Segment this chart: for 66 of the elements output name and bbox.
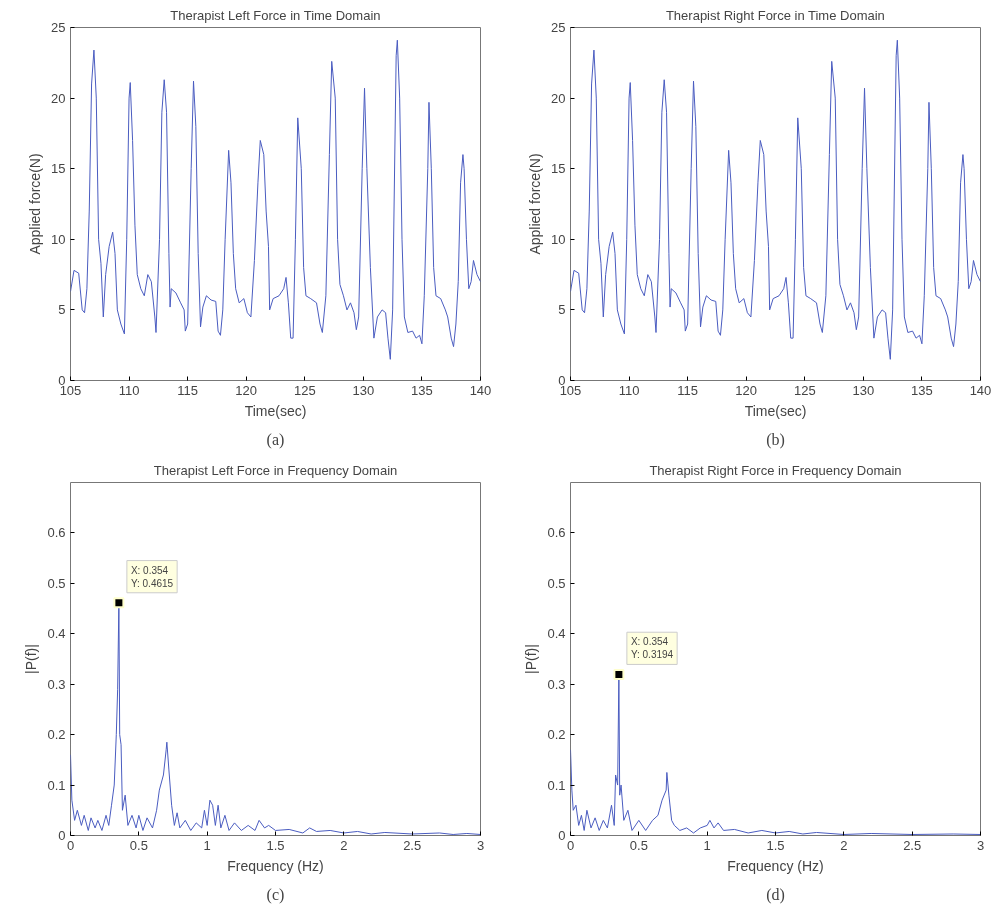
x-tick-label: 120 [735, 382, 758, 398]
chart-title: Therapist Left Force in Time Domain [170, 7, 381, 23]
y-tick-label: 0.3 [547, 676, 566, 692]
x-tick-label: 2 [340, 837, 348, 853]
y-tick-label: 0.6 [47, 525, 66, 541]
x-tick-label: 2.5 [403, 837, 422, 853]
x-tick-label: 115 [677, 382, 699, 398]
x-tick-label: 1 [703, 837, 711, 853]
y-axis-title: Applied force(N) [27, 153, 44, 255]
x-tick-label: 130 [352, 382, 375, 398]
x-tick-label: 120 [235, 382, 258, 398]
y-tick-label: 0.4 [547, 626, 566, 642]
x-tick-label: 1.5 [266, 837, 285, 853]
text: (d) [766, 886, 785, 904]
text: (a) [266, 431, 285, 449]
x-tick-label: 135 [911, 382, 933, 398]
y-tick-label: 25 [51, 20, 66, 35]
x-tick-label: 110 [618, 382, 640, 398]
x-tick-label: 1.5 [766, 837, 785, 853]
chart-title: Therapist Right Force in Time Domain [665, 7, 885, 23]
x-tick-label: 1 [203, 837, 211, 853]
x-tick-label: 0.5 [129, 837, 148, 853]
y-tick-label: 5 [558, 302, 566, 318]
x-axis-title: Time(sec) [744, 402, 807, 419]
x-tick-label: 125 [793, 382, 816, 398]
x-tick-label: 0.5 [629, 837, 648, 853]
x-tick-label: 135 [411, 382, 433, 398]
y-tick-label: 5 [58, 302, 66, 318]
x-axis-title: Time(sec) [244, 402, 307, 419]
y-axis-title: Applied force(N) [527, 153, 544, 255]
y-tick-label: 15 [51, 161, 66, 177]
y-tick-label: 15 [551, 161, 566, 177]
y-tick-label: 0.1 [47, 777, 66, 793]
y-tick-label: 0.5 [47, 575, 66, 591]
x-tick-label: 130 [852, 382, 875, 398]
annotation: X: 0.354 Y: 0.3194 [630, 636, 674, 661]
y-tick-label: 0.1 [547, 777, 566, 793]
y-tick-label: 20 [51, 90, 66, 106]
x-tick-label: 110 [118, 382, 140, 398]
y-tick-label: 0.3 [47, 676, 66, 692]
y-tick-label: 10 [551, 231, 566, 247]
x-axis-title: Frequency (Hz) [227, 857, 324, 874]
y-tick-label: 0.6 [547, 525, 566, 541]
y-tick-label: 25 [551, 20, 566, 35]
y-tick-label: 0.2 [547, 727, 566, 743]
text: (c) [266, 886, 285, 904]
y-tick-label: 0.5 [547, 575, 566, 591]
y-tick-label: 20 [551, 90, 566, 106]
x-tick-label: 2 [840, 837, 848, 853]
y-axis-title: |P(f)| [523, 644, 540, 674]
x-tick-label: 2.5 [903, 837, 922, 853]
x-tick-label: 3 [976, 837, 985, 853]
chart-title: Therapist Left Force in Frequency Domain [153, 462, 398, 478]
x-tick-label: 115 [177, 382, 199, 398]
x-tick-label: 3 [476, 837, 485, 853]
y-tick-label: 0.4 [47, 626, 66, 642]
x-tick-label: 140 [469, 382, 492, 398]
y-axis-title: |P(f)| [23, 644, 40, 674]
x-tick-label: 140 [969, 382, 992, 398]
x-tick-label: 125 [293, 382, 316, 398]
x-axis-title: Frequency (Hz) [727, 857, 824, 874]
text: (b) [766, 431, 785, 449]
chart-title: Therapist Right Force in Frequency Domain [649, 462, 902, 478]
y-tick-label: 10 [51, 231, 66, 247]
y-tick-label: 0.2 [47, 727, 66, 743]
annotation: X: 0.354 Y: 0.4615 [130, 564, 174, 589]
